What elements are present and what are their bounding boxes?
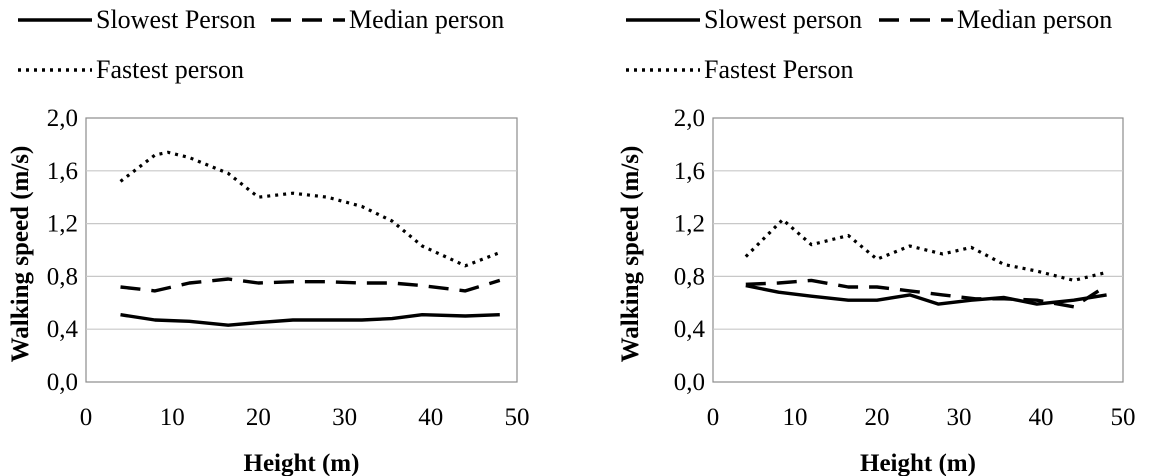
x-tick-label: 10 <box>160 404 185 431</box>
series-line-dotted <box>744 218 1107 282</box>
legend-label: Median person <box>957 5 1112 34</box>
y-tick-label: 1,6 <box>674 158 705 185</box>
x-tick-label: 30 <box>947 404 972 431</box>
legend-label: Fastest Person <box>704 55 854 84</box>
y-tick-label: 0,0 <box>47 369 78 396</box>
chart-1: 0,0 0,4 0,8 1,2 1,6 2,0 0 10 20 30 40 50 Height (m) W… <box>7 5 530 476</box>
x-axis-label: Height (m) <box>244 450 360 476</box>
plot-area <box>712 117 1124 383</box>
legend-label: Median person <box>349 5 504 34</box>
y-tick-label: 2,0 <box>47 105 78 132</box>
series-line-dotted <box>119 150 501 268</box>
series-line-dashed <box>120 277 501 293</box>
x-tick-label: 10 <box>783 404 808 431</box>
plot-area <box>85 117 518 383</box>
x-tick-label: 50 <box>1111 404 1136 431</box>
legend-label: Fastest person <box>96 55 244 84</box>
y-tick-label: 0,8 <box>674 263 705 290</box>
series-line-solid <box>745 283 1107 306</box>
x-tick-label: 50 <box>505 404 530 431</box>
x-axis-label: Height (m) <box>860 450 976 476</box>
legend: Slowest Person Median person Fastest perso… <box>18 5 504 84</box>
series-line-solid <box>120 313 500 327</box>
y-tick-label: 1,2 <box>674 211 705 238</box>
series-line-dashed <box>745 278 1100 309</box>
y-tick-label: 0,8 <box>47 263 78 290</box>
y-tick-label: 0,4 <box>674 316 706 343</box>
y-tick-label: 2,0 <box>674 105 705 132</box>
x-tick-label: 20 <box>246 404 271 431</box>
y-tick-label: 1,6 <box>47 158 78 185</box>
legend-label: Slowest person <box>704 5 862 34</box>
chart-2: 0,0 0,4 0,8 1,2 1,6 2,0 0 10 20 30 40 50 Height (m) W… <box>617 5 1136 476</box>
x-tick-label: 0 <box>80 404 93 431</box>
x-tick-label: 20 <box>865 404 890 431</box>
legend-label: Slowest Person <box>96 5 256 34</box>
x-tick-label: 0 <box>707 404 720 431</box>
y-axis-label: Walking speed (m/s) <box>7 146 34 363</box>
x-tick-label: 40 <box>1029 404 1054 431</box>
y-axis-label: Walking speed (m/s) <box>617 146 644 363</box>
y-tick-label: 1,2 <box>47 211 78 238</box>
legend: Slowest person Median person Fastest Perso… <box>626 5 1112 84</box>
y-tick-label: 0,4 <box>47 316 79 343</box>
x-tick-label: 40 <box>418 404 443 431</box>
x-tick-label: 30 <box>332 404 357 431</box>
y-tick-label: 0,0 <box>674 369 705 396</box>
